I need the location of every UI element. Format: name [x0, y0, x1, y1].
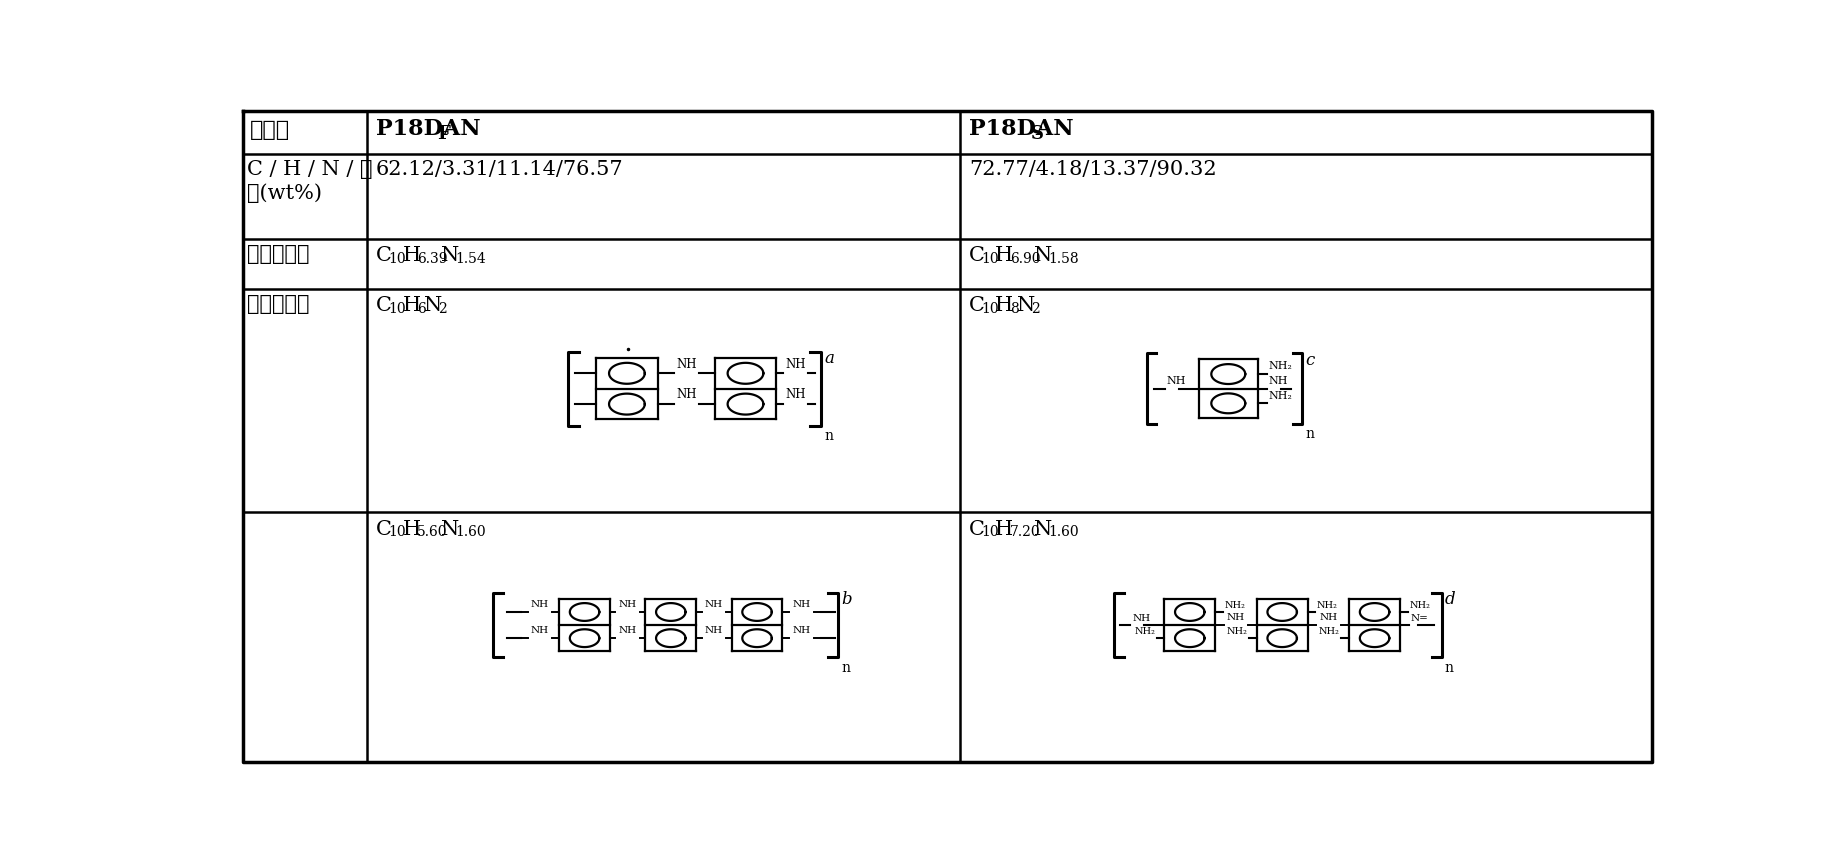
Text: 7.20: 7.20	[1009, 525, 1040, 539]
Text: F: F	[438, 125, 451, 144]
Text: N: N	[1033, 520, 1052, 539]
Text: 10: 10	[388, 252, 407, 266]
Text: H: H	[403, 297, 419, 316]
Text: NH: NH	[1319, 613, 1336, 623]
Text: C: C	[375, 297, 392, 316]
Text: NH: NH	[619, 600, 636, 609]
Text: N: N	[440, 520, 458, 539]
Text: NH₂: NH₂	[1133, 627, 1155, 636]
Text: C: C	[968, 247, 985, 266]
Text: C: C	[968, 520, 985, 539]
Text: n: n	[841, 661, 850, 675]
Text: NH: NH	[785, 357, 806, 370]
Text: NH: NH	[530, 626, 549, 636]
Text: NH: NH	[793, 600, 809, 609]
Text: a: a	[824, 350, 833, 368]
Text: N: N	[440, 247, 458, 266]
Text: NH₂: NH₂	[1408, 600, 1429, 610]
Text: c: c	[1305, 352, 1314, 368]
Text: NH: NH	[704, 626, 723, 636]
Text: H: H	[403, 520, 419, 539]
Text: 1.60: 1.60	[455, 525, 486, 539]
Text: NH₂: NH₂	[1316, 600, 1336, 610]
Text: C: C	[968, 297, 985, 316]
Text: H: H	[994, 297, 1013, 316]
Text: 6.39: 6.39	[416, 252, 447, 266]
Text: NH: NH	[785, 388, 806, 401]
Text: N: N	[423, 297, 442, 316]
Text: 6: 6	[416, 302, 425, 316]
Text: NH: NH	[1227, 613, 1244, 623]
Text: 10: 10	[981, 525, 998, 539]
Text: 1.54: 1.54	[455, 252, 486, 266]
Text: 5.60: 5.60	[416, 525, 447, 539]
Text: NH: NH	[676, 388, 697, 401]
Text: NH: NH	[676, 357, 697, 370]
Text: 72.77/4.18/13.37/90.32: 72.77/4.18/13.37/90.32	[968, 160, 1216, 179]
Text: P18DAN: P18DAN	[375, 118, 480, 139]
Text: NH₂: NH₂	[1223, 600, 1246, 610]
Text: NH: NH	[619, 626, 636, 636]
Text: d: d	[1443, 591, 1454, 608]
Text: NH₂: NH₂	[1225, 627, 1247, 636]
Text: C / H / N / 含: C / H / N / 含	[248, 160, 373, 179]
Text: NH: NH	[530, 600, 549, 609]
Text: 计算分子式: 计算分子式	[248, 295, 310, 314]
Text: 8: 8	[1009, 302, 1018, 316]
Text: NH₂: NH₂	[1268, 391, 1292, 400]
Text: N: N	[1016, 297, 1035, 316]
Text: 10: 10	[388, 525, 407, 539]
Text: 2: 2	[438, 302, 447, 316]
Text: n: n	[824, 429, 833, 443]
Text: NH₂: NH₂	[1268, 362, 1292, 371]
Text: 1.58: 1.58	[1048, 252, 1077, 266]
Text: 10: 10	[981, 302, 998, 316]
Text: b: b	[841, 591, 852, 608]
Text: H: H	[994, 520, 1013, 539]
Text: 62.12/3.31/11.14/76.57: 62.12/3.31/11.14/76.57	[375, 160, 623, 179]
Text: NH: NH	[793, 626, 809, 636]
Text: 聚合物: 聚合物	[249, 119, 290, 141]
Text: NH₂: NH₂	[1318, 627, 1340, 636]
Text: P18DAN: P18DAN	[968, 118, 1074, 139]
Text: 1.60: 1.60	[1048, 525, 1077, 539]
Text: NH: NH	[1166, 376, 1186, 386]
Text: n: n	[1443, 661, 1453, 675]
Text: 量(wt%): 量(wt%)	[248, 183, 322, 202]
Text: 10: 10	[981, 252, 998, 266]
Text: NH: NH	[1131, 614, 1149, 623]
Text: C: C	[375, 520, 392, 539]
Text: C: C	[375, 247, 392, 266]
Text: 2: 2	[1031, 302, 1039, 316]
Text: n: n	[1305, 427, 1314, 441]
Text: S: S	[1029, 125, 1042, 144]
Text: N: N	[1033, 247, 1052, 266]
Text: NH: NH	[704, 600, 723, 609]
Text: 10: 10	[388, 302, 407, 316]
Text: H: H	[403, 247, 419, 266]
Text: 6.90: 6.90	[1009, 252, 1040, 266]
Text: H: H	[994, 247, 1013, 266]
Text: 测定分子式: 测定分子式	[248, 245, 310, 264]
Text: N=: N=	[1410, 614, 1429, 623]
Text: NH: NH	[1268, 376, 1286, 386]
